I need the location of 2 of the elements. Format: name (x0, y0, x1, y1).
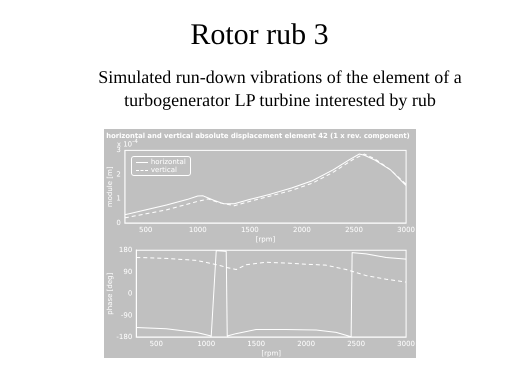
text: Simulated run-down vibrations of the element of a turbogenerator LP turbine interested by rub (97, 66, 463, 112)
text: Rotor rub 3 (189, 18, 330, 52)
